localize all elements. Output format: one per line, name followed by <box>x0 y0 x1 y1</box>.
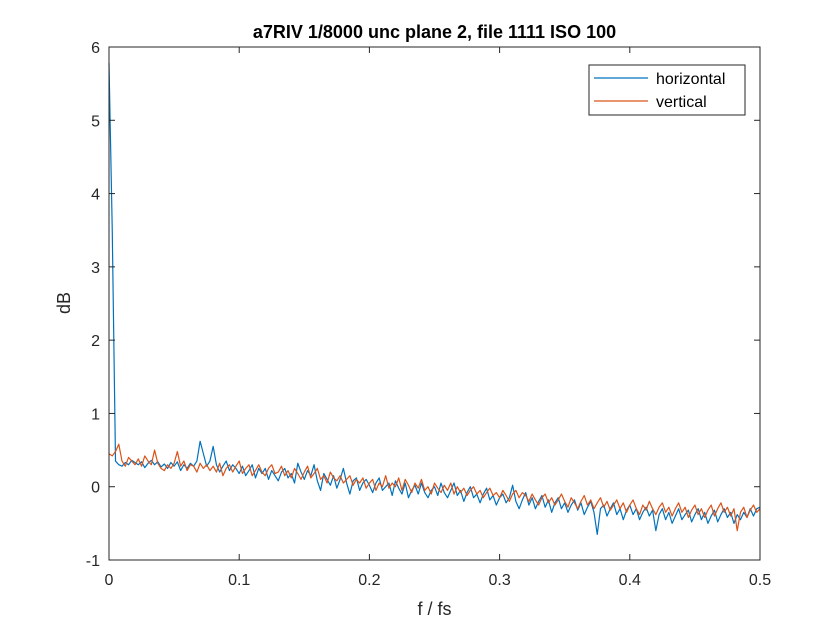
y-axis-ticks: -1 0 1 2 3 4 5 6 <box>86 40 760 570</box>
x-tick-label: 0.2 <box>358 572 380 589</box>
legend-label-horizontal: horizontal <box>656 71 725 88</box>
y-tick-label: 1 <box>91 406 100 423</box>
legend: horizontal vertical <box>588 64 746 116</box>
x-tick-label: 0.1 <box>228 572 250 589</box>
y-tick-label: 5 <box>91 113 100 130</box>
series-layer <box>108 63 761 535</box>
axes-box <box>108 46 761 561</box>
series-line-vertical <box>108 443 761 532</box>
plot-area <box>109 47 760 560</box>
chart-title: a7RIV 1/8000 unc plane 2, file 1111 ISO … <box>253 22 616 42</box>
y-tick-label: -1 <box>86 553 100 570</box>
x-tick-label: 0.5 <box>749 572 771 589</box>
y-axis-label: dB <box>54 292 74 314</box>
y-tick-label: 3 <box>91 260 100 277</box>
legend-box <box>588 64 746 116</box>
legend-label-vertical: vertical <box>656 94 707 111</box>
y-tick-label: 2 <box>91 333 100 350</box>
y-tick-label: 4 <box>91 187 100 204</box>
x-axis-label: f / fs <box>417 599 451 619</box>
x-tick-label: 0.4 <box>619 572 641 589</box>
y-tick-label: 0 <box>91 480 100 497</box>
y-tick-label: 6 <box>91 40 100 57</box>
series-line-horizontal <box>108 63 761 535</box>
x-tick-label: 0.3 <box>488 572 510 589</box>
x-tick-label: 0 <box>105 572 114 589</box>
x-axis-ticks: 0 0.1 0.2 0.3 0.4 0.5 <box>105 47 771 589</box>
